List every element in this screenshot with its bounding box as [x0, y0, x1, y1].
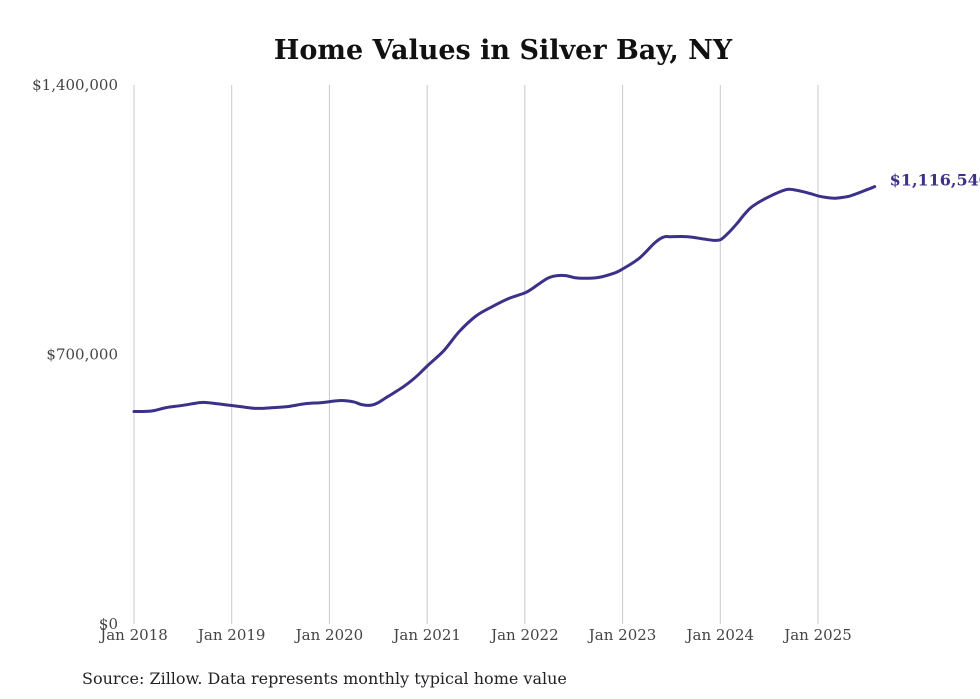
- y-axis-ticks: $0 $700,000 $1,400,000: [32, 76, 118, 633]
- x-tick-label-1: Jan 2019: [196, 626, 266, 644]
- series-end-label-0: $1,116,540: [890, 171, 980, 190]
- source-note: Source: Zillow. Data represents monthly …: [82, 669, 567, 688]
- series-group: $1,116,540: [132, 171, 980, 413]
- x-tick-label-2: Jan 2020: [294, 626, 364, 644]
- y-tick-label-0: $0: [99, 615, 118, 633]
- x-tick-label-5: Jan 2023: [587, 626, 657, 644]
- x-tick-label-3: Jan 2021: [391, 626, 461, 644]
- x-tick-label-7: Jan 2025: [782, 626, 852, 644]
- x-tick-label-6: Jan 2024: [685, 626, 755, 644]
- series-line-0: [132, 185, 877, 413]
- x-axis-ticks: Jan 2018 Jan 2019 Jan 2020 Jan 2021 Jan 2022…: [98, 626, 852, 644]
- x-tick-label-4: Jan 2022: [489, 626, 559, 644]
- chart-title: Home Values in Silver Bay, NY: [274, 35, 733, 66]
- y-tick-label-2: $1,400,000: [32, 76, 118, 94]
- y-tick-label-1: $700,000: [46, 346, 118, 364]
- gridlines: [133, 85, 819, 624]
- x-tick-label-0: Jan 2018: [98, 626, 168, 644]
